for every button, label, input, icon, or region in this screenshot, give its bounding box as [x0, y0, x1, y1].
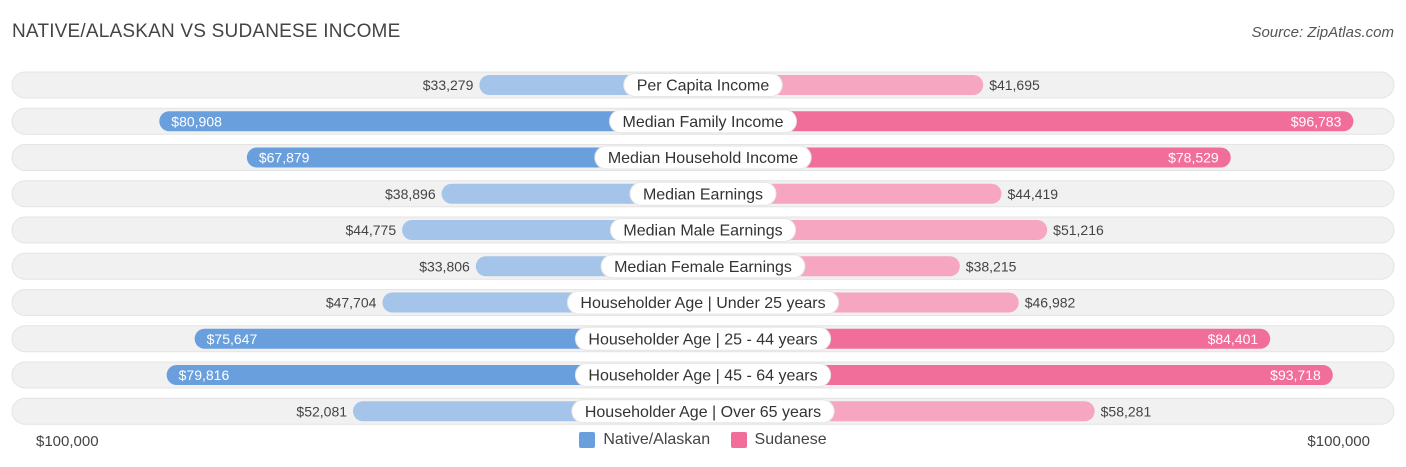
category-label-row-7: Householder Age | 25 - 44 years	[588, 331, 817, 348]
legend-item-sudanese: Sudanese	[730, 431, 827, 449]
category-label-row-8: Householder Age | 45 - 64 years	[588, 368, 817, 385]
legend-swatch-native-alaskan	[579, 432, 596, 448]
value-label-native-alaskan-row-5: $33,806	[419, 258, 470, 274]
category-pill-row-2	[594, 145, 812, 170]
value-label-native-alaskan-row-6: $47,704	[326, 295, 377, 311]
axis-min-label-left: $100,000	[36, 433, 99, 450]
category-label-row-1: Median Family Income	[623, 114, 784, 131]
category-label-row-0: Per Capita Income	[637, 78, 770, 95]
category-label-row-3: Median Earnings	[643, 186, 763, 203]
value-label-native-alaskan-row-8: $79,816	[179, 367, 230, 383]
bar-native-alaskan-row-1	[159, 111, 704, 132]
category-pill-row-9	[571, 399, 835, 424]
category-label-row-6: Householder Age | Under 25 years	[580, 295, 825, 312]
value-label-sudanese-row-5: $38,215	[966, 258, 1017, 274]
legend-swatch-sudanese	[730, 432, 747, 448]
value-label-native-alaskan-row-9: $52,081	[296, 403, 347, 419]
bar-native-alaskan-row-7	[194, 328, 703, 349]
axis-max-label-right: $100,000	[1307, 433, 1370, 450]
legend-label-sudanese: Sudanese	[754, 431, 827, 448]
category-pill-row-0	[623, 73, 783, 97]
category-pill-row-1	[609, 109, 797, 134]
value-label-sudanese-row-3: $44,419	[1007, 186, 1058, 202]
bar-native-alaskan-row-8	[166, 365, 703, 385]
value-label-native-alaskan-row-4: $44,775	[346, 222, 397, 238]
legend-label-native-alaskan: Native/Alaskan	[603, 431, 711, 448]
diverging-bar-chart: $33,279 $41,695 Per Capita Income $80,908 $9…	[11, 71, 1395, 425]
value-label-sudanese-row-0: $41,695	[989, 77, 1040, 93]
value-label-native-alaskan-row-7: $75,647	[207, 331, 258, 347]
category-pill-row-8	[574, 363, 832, 387]
category-pill-row-7	[574, 326, 832, 351]
category-label-row-5: Median Female Earnings	[614, 259, 792, 276]
category-pill-row-5	[600, 254, 806, 279]
legend: Native/Alaskan Sudanese	[0, 431, 1406, 453]
value-label-sudanese-row-4: $51,216	[1053, 222, 1104, 238]
bar-native-alaskan-row-2	[246, 147, 703, 168]
category-label-row-4: Median Male Earnings	[623, 223, 782, 240]
bar-sudanese-row-2	[703, 147, 1231, 168]
bar-sudanese-row-3	[703, 183, 1002, 204]
category-label-row-2: Median Household Income	[608, 150, 798, 167]
value-label-native-alaskan-row-3: $38,896	[385, 186, 436, 202]
value-label-native-alaskan-row-1: $80,908	[171, 113, 222, 129]
value-label-sudanese-row-1: $96,783	[1291, 113, 1342, 129]
category-pill-row-6	[566, 290, 840, 315]
category-label-row-9: Householder Age | Over 65 years	[585, 404, 821, 421]
value-label-sudanese-row-6: $46,982	[1025, 295, 1076, 311]
legend-item-native-alaskan: Native/Alaskan	[579, 431, 710, 449]
source-label: Source: ZipAtlas.com	[1251, 24, 1394, 41]
value-label-sudanese-row-8: $93,718	[1270, 367, 1321, 383]
value-label-sudanese-row-7: $84,401	[1208, 331, 1259, 347]
value-label-sudanese-row-9: $58,281	[1101, 403, 1152, 419]
category-pill-row-4	[609, 218, 797, 242]
chart-title: NATIVE/ALASKAN VS SUDANESE INCOME	[12, 21, 401, 42]
bar-sudanese-row-8	[703, 365, 1333, 385]
value-label-sudanese-row-2: $78,529	[1168, 150, 1219, 166]
bar-sudanese-row-7	[703, 328, 1271, 349]
value-label-native-alaskan-row-0: $33,279	[423, 77, 474, 93]
bar-sudanese-row-1	[703, 111, 1354, 132]
value-label-native-alaskan-row-2: $67,879	[259, 150, 310, 166]
category-pill-row-3	[629, 181, 777, 206]
